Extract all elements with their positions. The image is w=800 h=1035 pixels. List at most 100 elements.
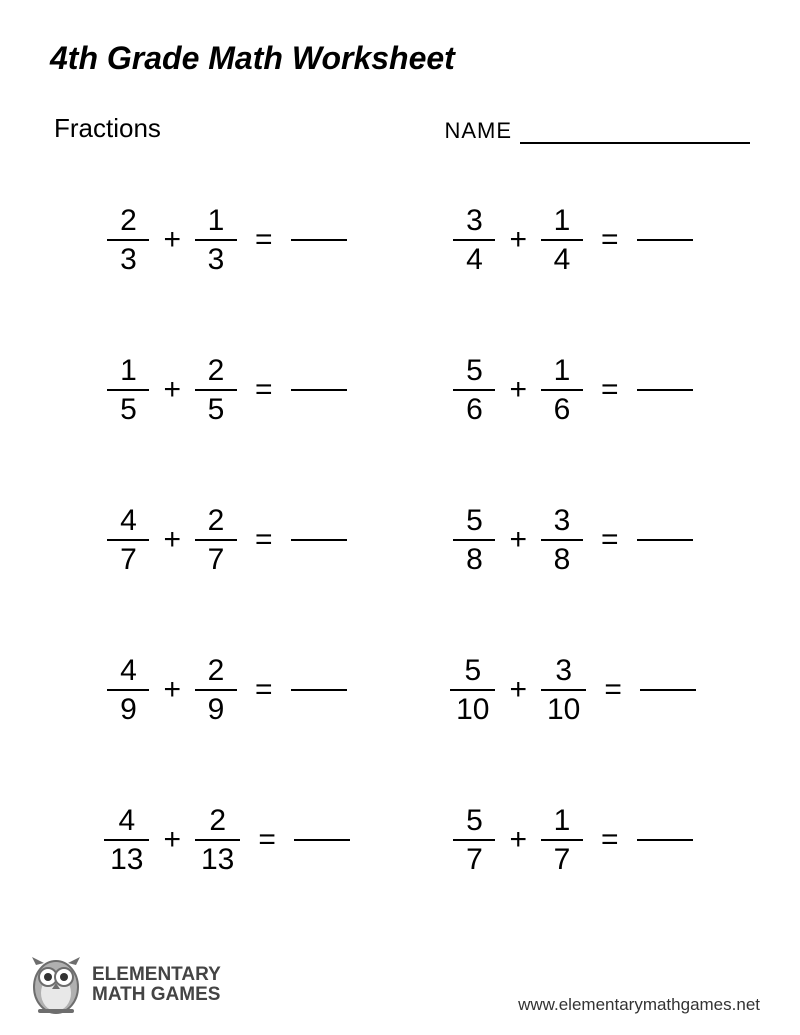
denominator: 10 [450,691,495,726]
denominator: 10 [541,691,586,726]
denominator: 9 [114,691,143,726]
problem-5: 47+27= [74,504,380,576]
numerator: 1 [114,354,143,389]
fraction-b: 38 [541,504,583,576]
answer-blank[interactable] [291,689,347,691]
plus-operator: + [495,373,541,407]
numerator: 5 [460,804,489,839]
answer-blank[interactable] [291,389,347,391]
answer-blank[interactable] [291,239,347,241]
denominator: 4 [460,241,489,276]
fraction-b: 13 [195,204,237,276]
numerator: 1 [202,204,231,239]
numerator: 1 [548,354,577,389]
problem-2: 34+14= [420,204,726,276]
denominator: 5 [114,391,143,426]
equals-sign: = [583,823,633,857]
problem-9: 413+213= [74,804,380,876]
answer-blank[interactable] [637,539,693,541]
logo-text: ELEMENTARY MATH GAMES [92,965,221,1005]
equals-sign: = [583,523,633,557]
subheader: Fractions NAME [50,113,750,144]
fraction-b: 213 [195,804,240,876]
footer-url: www.elementarymathgames.net [518,995,760,1015]
name-underline[interactable] [520,142,750,144]
numerator: 3 [549,654,578,689]
problem-6: 58+38= [420,504,726,576]
problem-4: 56+16= [420,354,726,426]
denominator: 9 [202,691,231,726]
numerator: 2 [203,804,232,839]
fraction-a: 56 [453,354,495,426]
numerator: 2 [202,354,231,389]
numerator: 1 [548,204,577,239]
equals-sign: = [583,373,633,407]
equals-sign: = [240,823,290,857]
denominator: 4 [548,241,577,276]
name-label: NAME [444,118,512,144]
plus-operator: + [149,223,195,257]
numerator: 1 [548,804,577,839]
denominator: 5 [202,391,231,426]
numerator: 3 [460,204,489,239]
numerator: 2 [202,504,231,539]
fraction-b: 16 [541,354,583,426]
denominator: 7 [114,541,143,576]
topic-label: Fractions [54,113,161,144]
answer-blank[interactable] [640,689,696,691]
logo-line2: MATH GAMES [92,985,221,1005]
problem-7: 49+29= [74,654,380,726]
equals-sign: = [237,223,287,257]
fraction-a: 49 [107,654,149,726]
fraction-a: 58 [453,504,495,576]
name-field: NAME [444,118,750,144]
answer-blank[interactable] [637,239,693,241]
fraction-a: 23 [107,204,149,276]
footer: ELEMENTARY MATH GAMES www.elementarymath… [30,955,760,1015]
numerator: 2 [202,654,231,689]
numerator: 5 [458,654,487,689]
numerator: 2 [114,204,143,239]
denominator: 3 [114,241,143,276]
denominator: 3 [202,241,231,276]
denominator: 8 [460,541,489,576]
logo: ELEMENTARY MATH GAMES [30,955,221,1015]
numerator: 4 [114,654,143,689]
plus-operator: + [149,523,195,557]
owl-icon [30,955,82,1015]
numerator: 4 [114,504,143,539]
plus-operator: + [495,523,541,557]
logo-line1: ELEMENTARY [92,965,221,985]
plus-operator: + [495,223,541,257]
denominator: 13 [104,841,149,876]
equals-sign: = [237,373,287,407]
problem-3: 15+25= [74,354,380,426]
plus-operator: + [495,823,541,857]
denominator: 7 [202,541,231,576]
answer-blank[interactable] [637,839,693,841]
fraction-a: 34 [453,204,495,276]
fraction-a: 57 [453,804,495,876]
numerator: 3 [548,504,577,539]
answer-blank[interactable] [294,839,350,841]
fraction-b: 25 [195,354,237,426]
plus-operator: + [149,823,195,857]
plus-operator: + [149,673,195,707]
equals-sign: = [237,673,287,707]
numerator: 4 [112,804,141,839]
plus-operator: + [495,673,541,707]
problem-8: 510+310= [420,654,726,726]
plus-operator: + [149,373,195,407]
fraction-b: 27 [195,504,237,576]
denominator: 13 [195,841,240,876]
equals-sign: = [237,523,287,557]
answer-blank[interactable] [291,539,347,541]
fraction-b: 29 [195,654,237,726]
numerator: 5 [460,354,489,389]
page-title: 4th Grade Math Worksheet [50,40,750,77]
denominator: 8 [548,541,577,576]
answer-blank[interactable] [637,389,693,391]
problem-1: 23+13= [74,204,380,276]
fraction-b: 310 [541,654,586,726]
denominator: 6 [548,391,577,426]
